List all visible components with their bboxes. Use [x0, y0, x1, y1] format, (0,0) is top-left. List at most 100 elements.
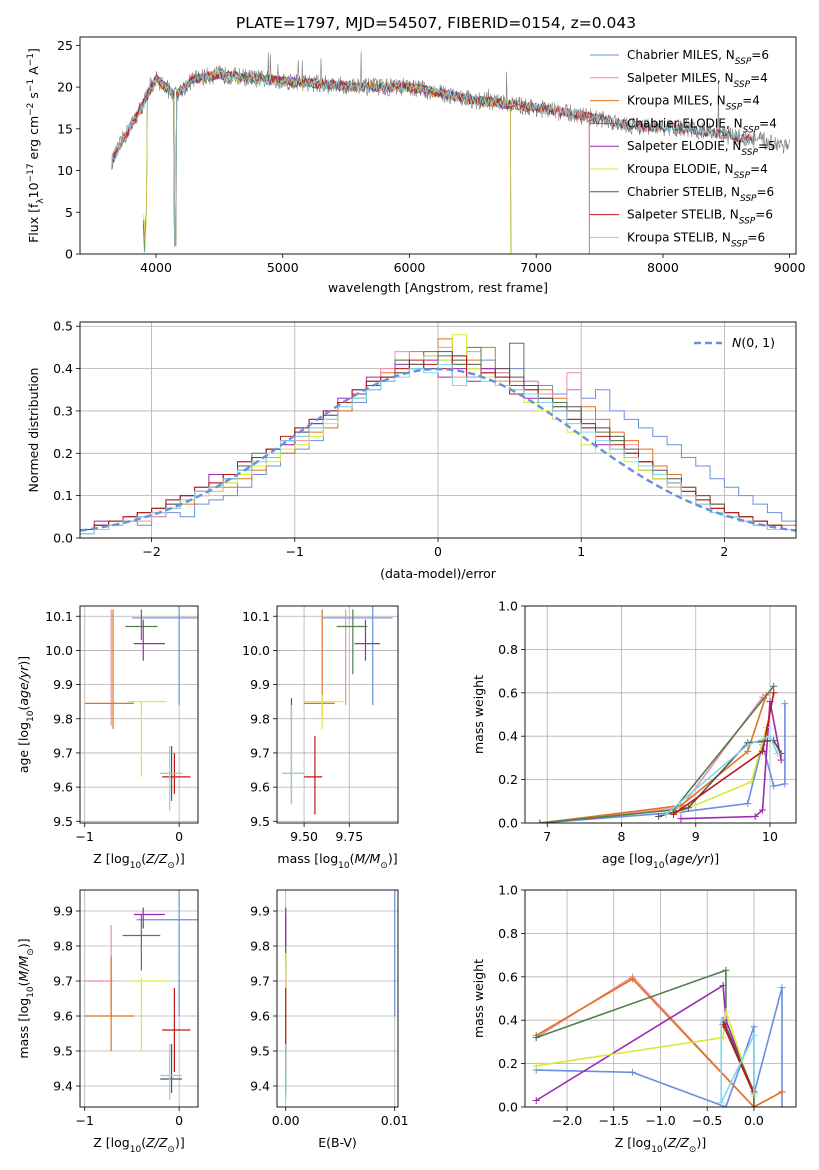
x-tick-label: 0: [175, 1113, 183, 1128]
x-tick-label: −1.5: [599, 1113, 629, 1128]
y-tick-label: 9.5: [53, 814, 73, 829]
x-tick-label: 9000: [774, 260, 806, 275]
error-bars: [285, 890, 396, 1100]
x-tick-label: 10: [762, 829, 778, 844]
axes-frame: [79, 605, 199, 824]
y-tick-label: 0.5: [53, 319, 73, 334]
y-tick-label: 0.0: [498, 816, 518, 831]
x-tick-label: 0.00: [272, 1113, 300, 1128]
legend-label: Chabrier STELIB, NSSP=6: [627, 185, 774, 204]
y-tick-label: 0.2: [498, 772, 518, 787]
weight-line-kroupa-stelib: [720, 1020, 755, 1104]
error-bars: [282, 606, 393, 815]
weight-lines: [536, 682, 789, 823]
x-axis-label: Z [log10(Z/Z⊙)]: [615, 1135, 706, 1155]
x-axis-label: wavelength [Angstrom, rest frame]: [328, 280, 548, 295]
y-tick-label: 0.6: [498, 685, 518, 700]
y-tick-label: 9.8: [53, 711, 73, 726]
x-tick-label: 8000: [647, 260, 679, 275]
x-tick-label: −2: [142, 544, 160, 559]
y-tick-label: 0.2: [53, 446, 73, 461]
figure-title: PLATE=1797, MJD=54507, FIBERID=0154, z=0…: [236, 14, 636, 32]
x-tick-label: 5000: [267, 260, 299, 275]
y-tick-label: 0.1: [53, 488, 73, 503]
legend-label: Kroupa MILES, NSSP=4: [627, 94, 760, 113]
y-tick-label: 9.7: [53, 974, 73, 989]
y-tick-label: 9.7: [250, 745, 270, 760]
histogram-kroupa-stelib: [80, 363, 796, 535]
residuals-panel: −2 −1 0 1 2 0.0 0.1 0.2 0.3 0.4 0.5 (data-model)/er…: [26, 319, 797, 581]
model-spectrum-chabrier-stelib: [111, 70, 752, 247]
y-tick-label: 10.0: [242, 643, 270, 658]
y-tick-label: 9.6: [53, 780, 73, 795]
axes-frame: [524, 889, 797, 1108]
y-axis-label: mass weight: [471, 675, 486, 754]
x-tick-label: 0.01: [381, 1113, 409, 1128]
axes-frame: [524, 605, 797, 824]
y-tick-label: 0.8: [498, 642, 518, 657]
x-axis-label: age [log10(age/yr)]: [602, 851, 719, 871]
y-tick-label: 20: [57, 80, 73, 95]
y-tick-label: 9.9: [250, 904, 270, 919]
age-vs-mass-panel: 9.50 9.75 9.5 9.6 9.7 9.8 9.9 10.0 10.1 mass [log…: [242, 605, 399, 871]
y-tick-label: 0.4: [498, 1013, 518, 1028]
x-tick-label: −2.0: [552, 1113, 582, 1128]
y-tick-label: 10.1: [45, 609, 73, 624]
x-axis-label: Z [log10(Z/Z⊙)]: [93, 1135, 184, 1155]
x-tick-label: 4000: [140, 260, 172, 275]
y-tick-label: 9.9: [53, 904, 73, 919]
y-tick-label: 0.8: [498, 926, 518, 941]
legend: Chabrier MILES, NSSP=6 Salpeter MILES, NS…: [590, 48, 777, 249]
x-axis-label: E(B-V): [318, 1135, 357, 1150]
legend-label: N(0, 1): [732, 335, 775, 350]
legend-label: Kroupa STELIB, NSSP=6: [627, 230, 765, 249]
x-tick-label: 9.75: [335, 829, 363, 844]
y-tick-label: 9.6: [250, 780, 270, 795]
y-tick-label: 9.5: [250, 814, 270, 829]
y-tick-label: 9.7: [53, 745, 73, 760]
y-tick-label: 9.4: [53, 1079, 73, 1094]
model-spectrum-chabrier-miles: [111, 71, 590, 254]
y-axis-label: age [log10(age/yr)]: [16, 656, 36, 773]
y-tick-label: 9.7: [250, 974, 270, 989]
y-tick-label: 10.0: [45, 643, 73, 658]
x-tick-label: 9.50: [290, 829, 318, 844]
y-axis-label: Flux [fλ10−17 erg cm−2 s−1 A−1]: [26, 48, 46, 243]
weight-line-salpeter-stelib: [722, 1024, 755, 1095]
chart-layer: 4000 5000 6000 7000 8000 90000510152025wavele…: [16, 36, 806, 1155]
x-tick-label: −1: [76, 1113, 94, 1128]
x-tick-label: 2: [720, 544, 728, 559]
axes-frame: [79, 889, 199, 1108]
y-axis-label: mass weight: [471, 959, 486, 1038]
y-tick-label: 0.0: [498, 1100, 518, 1115]
error-bars: [84, 606, 198, 812]
y-tick-label: 0.4: [498, 729, 518, 744]
y-tick-label: 9.8: [250, 711, 270, 726]
legend-label: Chabrier MILES, NSSP=6: [627, 48, 769, 67]
y-tick-label: 0.6: [498, 969, 518, 984]
legend-label: Chabrier ELODIE, NSSP=4: [627, 116, 777, 135]
y-tick-label: 9.4: [250, 1079, 270, 1094]
mass-vs-EBV-panel: 0.00 0.01 9.4 9.5 9.6 9.7 9.8 9.9 E(B-V): [250, 889, 409, 1150]
y-tick-label: 9.9: [53, 677, 73, 692]
model-spectrum-salpeter-stelib: [111, 69, 752, 247]
x-tick-label: −1: [76, 829, 94, 844]
axes-frame: [79, 36, 797, 255]
spectrum-panel: 4000 5000 6000 7000 8000 9000 0 5 10 15 20 25 wavele…: [26, 36, 806, 295]
x-tick-label: 0: [434, 544, 442, 559]
x-tick-label: −1.0: [645, 1113, 675, 1128]
y-tick-label: 0.3: [53, 403, 73, 418]
y-tick-label: 1.0: [498, 883, 518, 898]
y-tick-label: 9.6: [53, 1009, 73, 1024]
legend-label: Salpeter MILES, NSSP=4: [627, 71, 768, 90]
model-spectrum-kroupa-elodie: [143, 69, 512, 254]
normal-curve: [80, 367, 796, 532]
y-tick-label: 10: [57, 163, 73, 178]
y-tick-label: 9.8: [53, 939, 73, 954]
spectrum-lines: [111, 51, 790, 254]
axes-frame: [276, 889, 399, 1108]
histograms: [80, 334, 796, 535]
x-tick-label: −0.5: [692, 1113, 722, 1128]
axes-frame: [276, 605, 399, 824]
model-spectrum-salpeter-miles: [111, 69, 590, 254]
